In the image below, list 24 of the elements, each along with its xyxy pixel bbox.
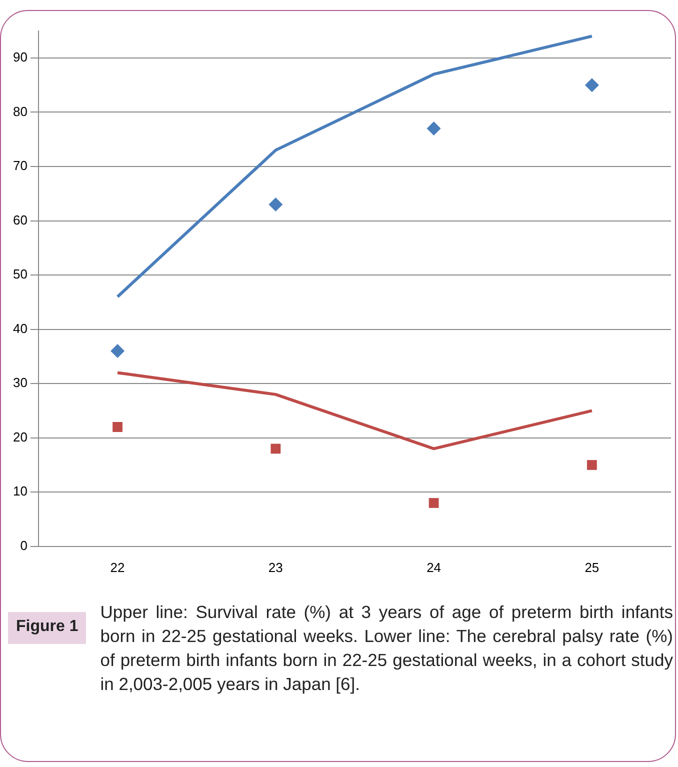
y-tick-label: 90 [12, 50, 28, 65]
x-tick-label: 22 [110, 560, 125, 575]
point [584, 78, 599, 92]
point [112, 422, 122, 432]
point [586, 460, 597, 470]
y-tick-label: 50 [12, 266, 28, 282]
caption: Figure 1 [8, 612, 86, 644]
y-tick-label: 30 [12, 375, 28, 390]
y-tick-label: 0 [20, 538, 28, 553]
y-tick-label: 70 [12, 158, 28, 174]
y-tick-label: 40 [12, 320, 28, 336]
y-tick-label: 10 [12, 484, 28, 499]
x-tick-label: 23 [268, 560, 283, 575]
point [268, 197, 283, 212]
point [110, 344, 125, 358]
y-tick-label: 60 [12, 212, 28, 228]
x-tick-label: 24 [426, 560, 442, 575]
y-tick-label: 80 [12, 104, 28, 119]
point [428, 498, 439, 508]
x-tick-label: 25 [584, 560, 600, 575]
point [426, 121, 441, 136]
text: Upper line: Survival rate (%) at 3 years of age of preterm birth infants born in 22-25 gestational weeks. Lower line: The cerebral palsy rate (%) of preterm birth infants born in 22-25 gestational weeks, in a cohort study in 2,003-2,005 years in Japan [6]. [100, 601, 673, 696]
point [270, 444, 281, 454]
y-tick-label: 20 [12, 429, 28, 444]
